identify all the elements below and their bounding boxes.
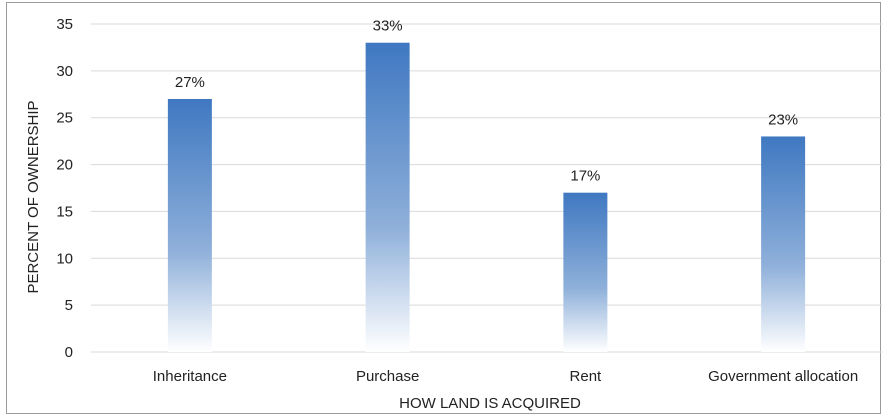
x-axis-ticks: Inheritance Purchase Rent Government alloca…: [153, 368, 858, 385]
x-tick-label: Inheritance: [153, 368, 227, 385]
data-label: 27%: [175, 74, 205, 91]
y-tick-label: 15: [56, 203, 73, 220]
y-tick-label: 25: [56, 110, 73, 127]
x-tick-label: Purchase: [356, 368, 419, 385]
y-tick-label: 0: [65, 344, 73, 361]
data-label: 17%: [570, 168, 600, 185]
bars: [167, 42, 806, 352]
data-label: 33%: [373, 18, 403, 35]
y-axis-ticks: 0 5 10 15 20 25 30 35: [56, 16, 73, 361]
y-tick-label: 10: [56, 250, 73, 267]
y-tick-label: 30: [56, 63, 73, 80]
chart-frame: 0 5 10 15 20 25 30 35 27% 33% 17% 23% Inheritance P…: [6, 2, 882, 414]
x-tick-label: Government allocation: [708, 368, 858, 385]
bar-purchase: [365, 42, 410, 352]
y-tick-label: 5: [65, 297, 73, 314]
bar-inheritance: [167, 98, 212, 352]
y-tick-label: 20: [56, 157, 73, 174]
x-tick-label: Rent: [570, 368, 603, 385]
y-axis-title: PERCENT OF OWNERSHIP: [25, 100, 42, 293]
bar-chart: 0 5 10 15 20 25 30 35 27% 33% 17% 23% Inheritance P…: [25, 16, 882, 412]
gridlines: [91, 23, 882, 353]
bar-government-allocation: [761, 136, 806, 352]
y-tick-label: 35: [56, 16, 73, 33]
data-labels: 27% 33% 17% 23%: [175, 18, 798, 185]
x-axis-title: HOW LAND IS ACQUIRED: [399, 395, 581, 412]
data-label: 23%: [768, 111, 798, 128]
bar-rent: [563, 192, 608, 352]
